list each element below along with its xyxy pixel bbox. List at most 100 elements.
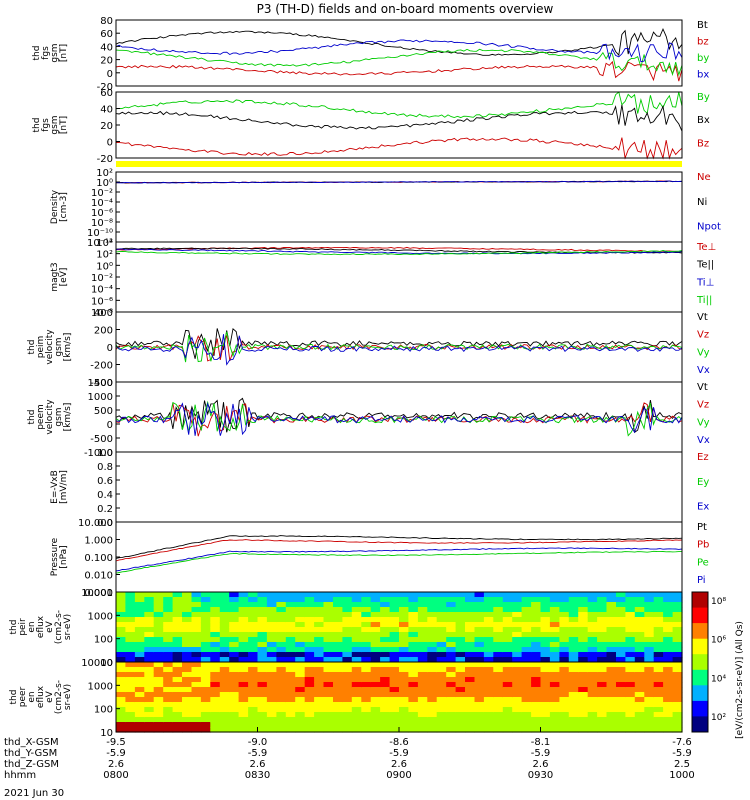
spectrogram-cell	[540, 677, 551, 683]
spectrogram-cell	[134, 667, 145, 673]
spectrogram-cell	[417, 602, 428, 608]
spectrogram-cell	[333, 677, 343, 683]
spectrogram-cell	[285, 697, 296, 703]
spectrogram-cell	[465, 637, 475, 643]
spectrogram-cell	[304, 707, 315, 713]
colorbar-tick: 10⁶	[711, 636, 726, 646]
spectrogram-cell	[446, 667, 457, 673]
spectrogram-cell	[531, 612, 542, 618]
spectrogram-cell	[351, 612, 362, 618]
spectrogram-cell	[578, 627, 589, 633]
spectrogram-cell	[389, 622, 400, 628]
spectrogram-cell	[540, 627, 551, 633]
y-tick-label: -200	[90, 361, 113, 372]
legend-entry: Bt	[697, 20, 708, 31]
spectrogram-cell	[606, 632, 617, 638]
spectrogram-cell	[219, 727, 230, 733]
spectrogram-cell	[653, 627, 664, 633]
spectrogram-cell	[144, 707, 155, 713]
spectrogram-cell	[531, 697, 542, 703]
y-tick-label: 0.010	[84, 571, 113, 582]
spectrogram-cell	[182, 607, 192, 613]
spectrogram-cell	[502, 712, 513, 718]
spectrogram-cell	[417, 712, 428, 718]
spectrogram-cell	[549, 707, 560, 713]
spectrogram-cell	[455, 632, 466, 638]
spectrogram-cell	[483, 682, 494, 688]
spectrogram-cell	[191, 687, 202, 693]
spectrogram-cell	[399, 617, 409, 623]
spectrogram-cell	[417, 702, 428, 708]
y-tick-label: 40	[100, 42, 113, 53]
spectrogram-cell	[465, 692, 475, 698]
spectrogram-cell	[314, 687, 325, 693]
spectrogram-cell	[248, 642, 259, 648]
spectrogram-cell	[597, 637, 608, 643]
spectrogram-cell	[380, 697, 391, 703]
spectrogram-cell	[248, 607, 259, 613]
spectrogram-cell	[672, 632, 683, 638]
spectrogram-cell	[125, 657, 136, 663]
spectrogram-cell	[210, 632, 221, 638]
spectrogram-cell	[408, 612, 419, 618]
spectrogram-cell	[342, 602, 353, 608]
spectrogram-cell	[408, 717, 419, 723]
spectrogram-cell	[436, 697, 447, 703]
spectrogram-cell	[568, 602, 579, 608]
y-axis-label: (cm2-s-	[54, 680, 64, 714]
spectrogram-cell	[474, 637, 485, 643]
spectrogram-cell	[380, 667, 391, 673]
spectrogram-cell	[417, 717, 428, 723]
spectrogram-cell	[389, 627, 400, 633]
spectrogram-cell	[616, 662, 626, 668]
spectrogram-cell	[248, 712, 259, 718]
spectrogram-cell	[323, 662, 334, 668]
spectrogram-cell	[116, 672, 126, 678]
spectrogram-cell	[333, 612, 343, 618]
spectrogram-cell	[672, 697, 683, 703]
spectrogram-cell	[276, 707, 287, 713]
spectrogram-cell	[361, 592, 372, 598]
legend-entry: Vy	[697, 417, 710, 428]
spectrogram-cell	[276, 617, 287, 623]
series-line-Pe	[115, 550, 682, 574]
spectrogram-cell	[455, 657, 466, 663]
spectrogram-cell	[549, 637, 560, 643]
spectrogram-cell	[625, 702, 636, 708]
spectrogram-cell	[191, 697, 202, 703]
spectrogram-cell	[663, 692, 674, 698]
ephemeris-row-label: thd_Z-GSM	[4, 759, 59, 770]
spectrogram-cell	[512, 637, 523, 643]
spectrogram-cell	[191, 592, 202, 598]
spectrogram-cell	[549, 657, 560, 663]
spectrogram-cell	[540, 592, 551, 598]
spectrogram-cell	[644, 597, 655, 603]
spectrogram-cell	[295, 727, 306, 733]
spectrogram-cell	[257, 647, 268, 653]
spectrogram-cell	[153, 652, 164, 658]
spectrogram-cell	[455, 627, 466, 633]
colorbar-segment	[692, 716, 708, 733]
spectrogram-cell	[370, 672, 381, 678]
spectrogram-cell	[285, 632, 296, 638]
spectrogram-cell	[644, 692, 655, 698]
spectrogram-cell	[578, 672, 589, 678]
spectrogram-cell	[116, 642, 126, 648]
spectrogram-cell	[351, 672, 362, 678]
spectrogram-cell	[229, 657, 240, 663]
spectrogram-cell	[304, 632, 315, 638]
y-tick-label: 10⁻¹⁰	[87, 228, 113, 239]
spectrogram-cell	[314, 657, 325, 663]
y-tick-label: -500	[90, 434, 113, 445]
spectrogram-cell	[521, 672, 532, 678]
spectrogram-cell	[512, 682, 523, 688]
spectrogram-cell	[295, 602, 306, 608]
legend-entry: Ne	[697, 172, 711, 183]
spectrogram-cell	[370, 697, 381, 703]
spectrogram-cell	[342, 607, 353, 613]
spectrogram-cell	[512, 712, 523, 718]
spectrogram-cell	[634, 667, 645, 673]
y-axis-label: magt3	[50, 262, 60, 291]
spectrogram-cell	[229, 697, 240, 703]
